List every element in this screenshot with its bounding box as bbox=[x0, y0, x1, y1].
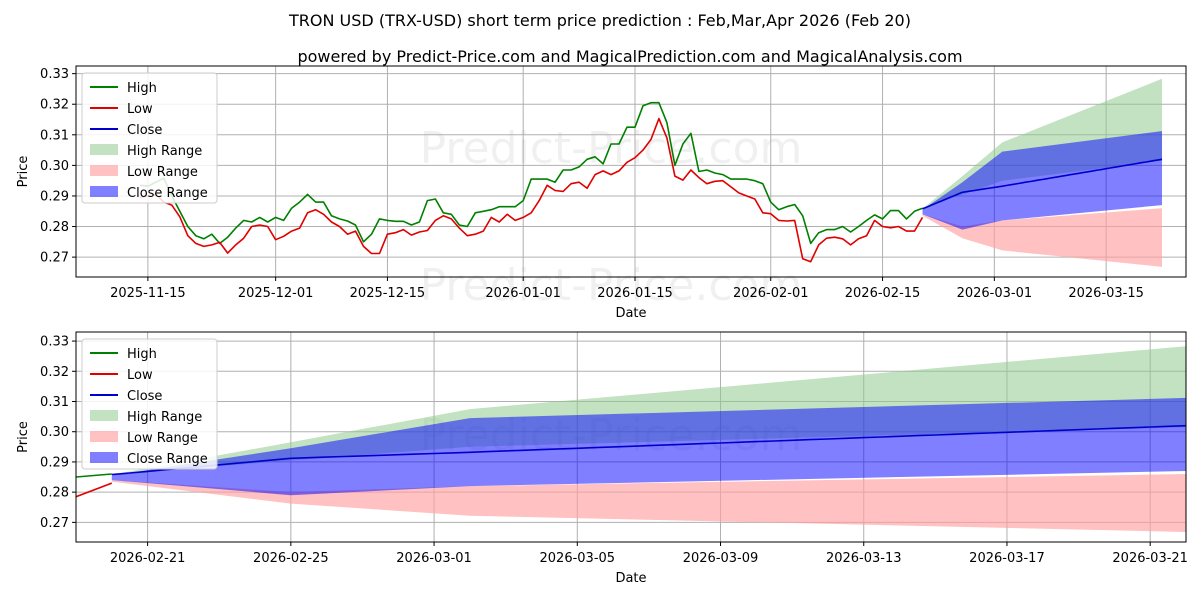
plot-frame bbox=[75, 65, 1187, 278]
plot-frame bbox=[75, 331, 1187, 543]
x-tick-label: 2026-02-01 bbox=[733, 286, 809, 301]
x-tick-label: 2026-03-13 bbox=[826, 551, 902, 566]
y-tick-label: 0.33 bbox=[40, 335, 69, 350]
plot-area bbox=[76, 346, 1186, 532]
close-price-line bbox=[111, 424, 1186, 476]
low-range-band bbox=[111, 474, 1186, 532]
legend-label: High Range bbox=[127, 410, 202, 425]
y-tick-label: 0.32 bbox=[40, 98, 69, 113]
chart-subtitle: powered by Predict-Price.com and Magical… bbox=[297, 47, 962, 66]
close-range-band bbox=[111, 397, 1186, 496]
legend-swatch-low-range bbox=[90, 431, 118, 442]
x-tick-label: 2026-03-21 bbox=[1112, 551, 1188, 566]
close-price-line bbox=[922, 158, 1163, 210]
x-tick-label: 2026-03-01 bbox=[957, 286, 1033, 301]
x-tick-label: 2025-11-15 bbox=[110, 286, 186, 301]
legend-label: Low bbox=[127, 368, 153, 383]
watermark-text: Predict-Price.com bbox=[420, 260, 803, 311]
y-tick-label: 0.32 bbox=[40, 365, 69, 380]
legend-label: Low Range bbox=[127, 431, 198, 446]
low-price-line bbox=[139, 117, 924, 263]
y-axis-label: Price bbox=[16, 421, 31, 453]
legend-swatch-high-range bbox=[90, 144, 118, 155]
x-tick-label: 2026-02-15 bbox=[845, 286, 921, 301]
legend-label: Close Range bbox=[127, 186, 208, 201]
x-tick-label: 2026-03-09 bbox=[683, 551, 759, 566]
chart-title: TRON USD (TRX-USD) short term price pred… bbox=[288, 11, 911, 30]
x-tick-label: 2025-12-15 bbox=[350, 286, 426, 301]
history-chart-panel: Predict-Price.comPredict-Price.com2025-1… bbox=[16, 65, 1187, 321]
y-tick-label: 0.33 bbox=[40, 67, 69, 82]
watermark-text: Predict-Price.com bbox=[420, 123, 803, 174]
prediction-chart-panel: Predict-Price.com2026-02-212026-02-25202… bbox=[16, 331, 1188, 586]
y-tick-label: 0.31 bbox=[40, 128, 69, 143]
legend-label: Low bbox=[127, 102, 153, 117]
y-tick-label: 0.28 bbox=[40, 220, 69, 235]
plot-area bbox=[139, 78, 1163, 267]
x-tick-label: 2026-03-17 bbox=[969, 551, 1045, 566]
y-tick-label: 0.30 bbox=[40, 425, 69, 440]
legend-swatch-high-range bbox=[90, 410, 118, 421]
legend-swatch-close-range bbox=[90, 186, 118, 197]
x-tick-label: 2026-02-21 bbox=[110, 551, 186, 566]
x-tick-label: 2026-03-01 bbox=[396, 551, 472, 566]
y-tick-label: 0.30 bbox=[40, 159, 69, 174]
legend-label: High bbox=[127, 347, 157, 362]
x-tick-label: 2026-01-01 bbox=[485, 286, 561, 301]
legend-label: Close bbox=[127, 389, 162, 404]
x-tick-label: 2025-12-01 bbox=[238, 286, 314, 301]
legend-swatch-close-range bbox=[90, 452, 118, 463]
x-tick-label: 2026-03-05 bbox=[540, 551, 616, 566]
x-tick-label: 2026-02-25 bbox=[253, 551, 329, 566]
y-tick-label: 0.29 bbox=[40, 455, 69, 470]
y-tick-label: 0.28 bbox=[40, 486, 69, 501]
y-tick-label: 0.31 bbox=[40, 395, 69, 410]
x-tick-label: 2026-01-15 bbox=[597, 286, 673, 301]
low-range-band bbox=[922, 208, 1162, 267]
y-tick-label: 0.29 bbox=[40, 189, 69, 204]
close-range-band bbox=[922, 131, 1162, 230]
x-axis-label: Date bbox=[615, 306, 646, 321]
x-tick-label: 2026-03-15 bbox=[1068, 286, 1144, 301]
legend-label: High bbox=[127, 81, 157, 96]
x-axis-label: Date bbox=[615, 571, 646, 586]
legend-label: Close Range bbox=[127, 452, 208, 467]
legend-label: High Range bbox=[127, 144, 202, 159]
high-price-line bbox=[139, 101, 923, 245]
y-axis-label: Price bbox=[16, 156, 31, 188]
legend-label: Close bbox=[127, 123, 162, 138]
y-tick-label: 0.27 bbox=[40, 516, 69, 531]
legend-swatch-low-range bbox=[90, 165, 118, 176]
legend-label: Low Range bbox=[127, 165, 198, 180]
y-tick-label: 0.27 bbox=[40, 251, 69, 266]
